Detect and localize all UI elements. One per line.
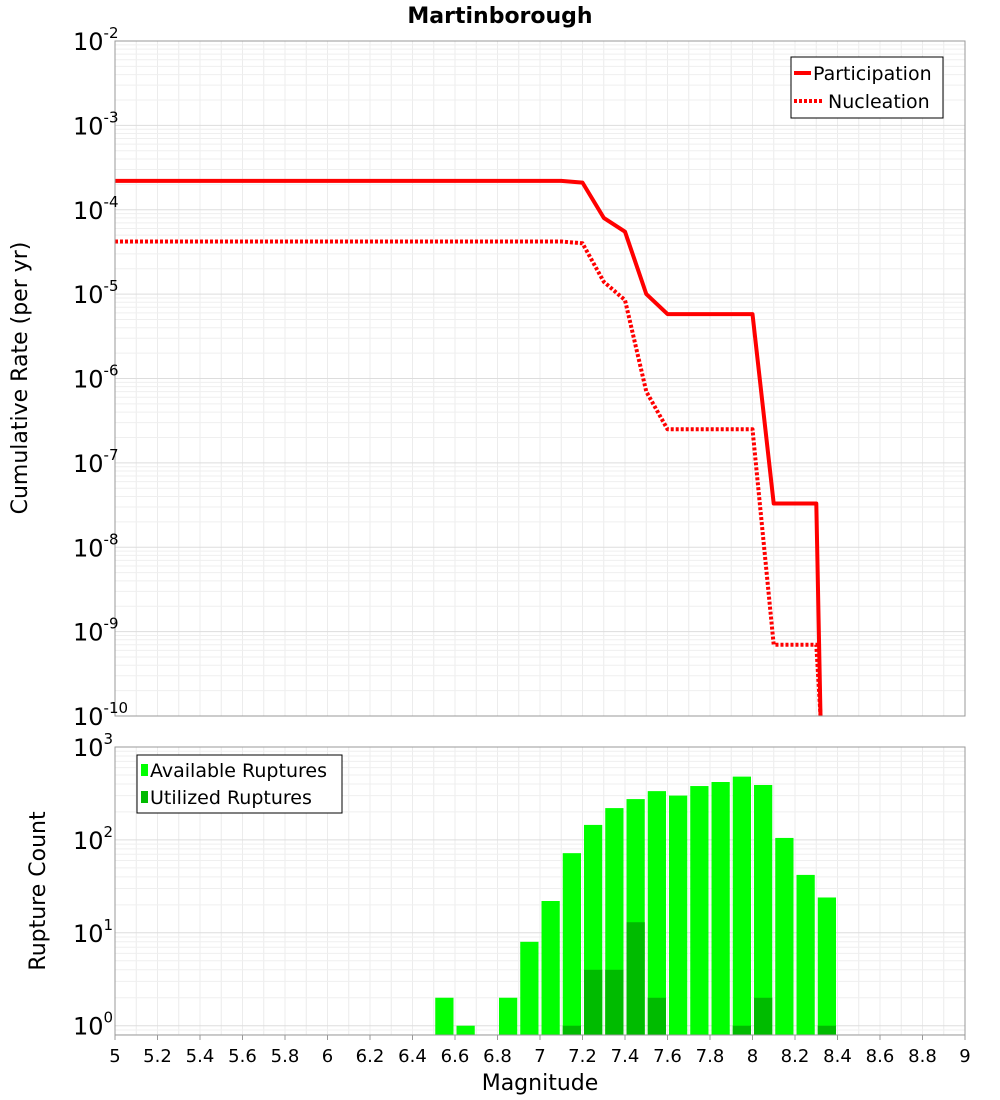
bottom-y-axis-label: Rupture Count xyxy=(26,811,51,971)
x-axis-label: Magnitude xyxy=(482,1071,599,1096)
x-tick-label: 5.4 xyxy=(186,1046,215,1067)
bottom-legend: Available Ruptures Utilized Ruptures xyxy=(136,754,343,814)
legend-nucleation-label: Nucleation xyxy=(828,91,930,113)
y-tick-label: 10-4 xyxy=(73,193,119,225)
x-tick-label: 6.8 xyxy=(483,1046,512,1067)
x-tick-label: 8.6 xyxy=(866,1046,895,1067)
top-legend-box xyxy=(790,56,944,119)
x-tick-label: 7.6 xyxy=(653,1046,682,1067)
x-tick-label: 8.8 xyxy=(908,1046,937,1067)
top-y-ticks: 10-2 10-3 10-4 10-5 10-6 10-7 10-8 10-9 10-10 xyxy=(73,24,128,731)
available-rupture-bar xyxy=(817,897,836,1035)
y-tick-label: 10-7 xyxy=(73,446,119,478)
legend-available-swatch xyxy=(141,764,148,776)
available-rupture-bar xyxy=(669,795,688,1035)
top-plot-series xyxy=(115,178,823,717)
y-tick-label: 101 xyxy=(73,916,113,948)
y-tick-label: 10-6 xyxy=(73,362,119,394)
legend-available-label: Available Ruptures xyxy=(150,760,327,782)
y-tick-label: 100 xyxy=(73,1009,113,1041)
x-tick-label: 7.2 xyxy=(568,1046,597,1067)
x-tick-label: 8.2 xyxy=(781,1046,810,1067)
available-rupture-bar xyxy=(796,874,815,1035)
x-tick-label: 7.4 xyxy=(611,1046,640,1067)
x-tick-label: 8.4 xyxy=(823,1046,852,1067)
bottom-legend-box xyxy=(136,754,343,814)
x-tick-label: 8 xyxy=(747,1046,758,1067)
available-rupture-bar xyxy=(435,997,454,1035)
available-rupture-bar xyxy=(690,786,709,1035)
legend-participation-label: Participation xyxy=(813,63,932,85)
bottom-x-ticks: 5 5.2 5.4 5.6 5.8 6 6.2 6.4 6.6 6.8 7 7.2 7.4 7.6 7.8 8… xyxy=(109,1035,971,1067)
x-tick-label: 5 xyxy=(109,1046,120,1067)
top-plot-grid xyxy=(114,41,966,717)
utilized-rupture-bar xyxy=(732,1025,751,1035)
x-tick-label: 5.6 xyxy=(228,1046,257,1067)
utilized-rupture-bar xyxy=(562,1025,581,1035)
x-tick-label: 6.2 xyxy=(356,1046,385,1067)
x-tick-label: 6.4 xyxy=(398,1046,427,1067)
available-rupture-bar xyxy=(499,997,518,1035)
y-tick-label: 10-8 xyxy=(73,530,119,562)
utilized-rupture-bar xyxy=(754,997,773,1035)
available-rupture-bar xyxy=(647,791,666,1035)
y-tick-label: 10-9 xyxy=(73,615,119,647)
chart-title: Martinborough xyxy=(407,4,592,29)
utilized-rupture-bar xyxy=(626,922,645,1035)
available-rupture-bar xyxy=(456,1025,475,1035)
available-rupture-bar xyxy=(711,782,730,1035)
utilized-rupture-bar xyxy=(647,997,666,1035)
x-tick-label: 6.6 xyxy=(441,1046,470,1067)
y-tick-label: 10-5 xyxy=(73,277,119,309)
x-tick-label: 6 xyxy=(322,1046,333,1067)
x-tick-label: 7 xyxy=(534,1046,545,1067)
available-rupture-bar xyxy=(775,837,794,1035)
available-rupture-bar xyxy=(754,784,773,1035)
utilized-rupture-bar xyxy=(817,1025,836,1035)
available-rupture-bar xyxy=(541,900,560,1035)
utilized-rupture-bar xyxy=(584,969,603,1035)
x-tick-label: 5.8 xyxy=(271,1046,300,1067)
y-tick-label: 10-2 xyxy=(73,24,119,56)
bottom-plot-bars xyxy=(435,776,836,1035)
y-tick-label: 10-10 xyxy=(73,699,128,731)
bottom-y-ticks: 103 102 101 100 xyxy=(73,730,113,1041)
top-plot-frame xyxy=(114,40,966,717)
utilized-rupture-bar xyxy=(605,969,624,1035)
available-rupture-bar xyxy=(520,941,539,1035)
series-line-participation xyxy=(115,178,823,717)
x-tick-label: 9 xyxy=(959,1046,970,1067)
top-legend: Participation Nucleation xyxy=(790,56,944,119)
available-rupture-bar xyxy=(732,776,751,1035)
legend-utilized-label: Utilized Ruptures xyxy=(150,787,312,809)
series-line-nucleation xyxy=(115,239,823,717)
y-tick-label: 10-3 xyxy=(73,108,119,140)
top-y-axis-label: Cumulative Rate (per yr) xyxy=(8,242,33,515)
y-tick-label: 102 xyxy=(73,823,113,855)
legend-utilized-swatch xyxy=(141,791,148,803)
x-tick-label: 7.8 xyxy=(696,1046,725,1067)
y-tick-label: 103 xyxy=(73,730,113,762)
x-tick-label: 5.2 xyxy=(143,1046,172,1067)
available-rupture-bar xyxy=(562,853,581,1035)
